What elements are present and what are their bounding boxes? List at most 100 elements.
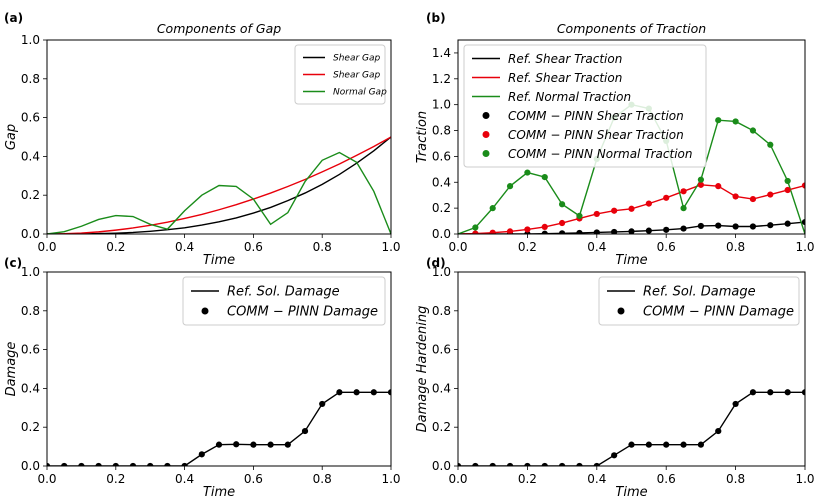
x-tick-label: 0.8 [726,472,745,486]
data-point [506,228,514,234]
data-point [663,441,670,448]
x-tick-label: 0.6 [657,472,676,486]
data-point [732,118,739,125]
legend-entry-label: Ref. Normal Traction [508,90,631,104]
series-line-3 [47,151,391,234]
data-point [784,177,791,185]
data-point [541,230,548,234]
y-tick-label: 0.6 [21,343,40,357]
x-axis-label: Time [615,253,647,268]
data-point [628,228,635,234]
data-point [129,462,137,466]
legend-entry-label: COMM − PINN Damage [227,305,378,320]
y-axis-label: Damage Hardening [415,306,430,433]
data-point [95,462,102,466]
axes-frame [46,271,392,467]
x-tick-label: 0.4 [587,472,606,486]
data-point [645,441,652,448]
data-point [233,441,240,448]
data-point [680,225,687,232]
y-tick-label: 0.8 [21,72,40,86]
data-point [645,227,652,234]
data-point [336,389,343,396]
data-point [198,451,205,458]
legend-entry-label: Normal Gap [333,88,387,98]
data-point [784,220,791,227]
y-tick-label: 0.0 [432,459,451,473]
legend: Ref. Shear Traction Ref. Shear Traction Re… [463,44,707,168]
data-point [801,219,805,226]
data-point [801,182,805,189]
y-axis-label: Traction [415,111,430,163]
x-tick-label: 0.2 [518,472,537,486]
data-point [472,224,479,231]
x-tick-label: 0.6 [657,240,676,254]
data-point [541,462,548,466]
legend-entry-label: COMM − PINN Damage [643,305,794,320]
panel-4: (d) 0.0 0.2 0.4 0.6 0.8 1.0 0.0 0.2 0.4 0.6 0.8 1.0 T… [415,256,815,500]
y-tick-label: 0.2 [21,188,40,202]
data-point [576,212,583,219]
x-tick-label: 0.4 [175,472,194,486]
data-point [749,195,757,203]
data-point [767,191,774,198]
legend-marker-swatch [482,150,490,157]
data-point [164,462,171,466]
y-axis-label: Gap [4,124,19,150]
data-point [628,441,635,448]
data-point [715,222,722,229]
data-point [593,462,600,466]
data-point [489,229,496,234]
data-point [472,462,479,466]
y-tick-label: 0.0 [432,227,451,241]
data-point [576,462,583,466]
x-tick-label: 0.8 [726,240,745,254]
y-tick-label: 0.4 [432,175,451,189]
legend-entry-label: Ref. Shear Traction [508,71,622,85]
data-point [593,210,600,218]
legend: Ref. Sol. Damage COMM − PINN Damage [598,276,800,326]
x-tick-label: 0.0 [448,472,467,486]
data-point [559,219,566,227]
y-tick-label: 0.4 [432,381,451,395]
data-point [767,141,774,148]
axes-frame [457,271,806,467]
y-tick-label: 1.2 [432,72,451,86]
chart-title: Components of Traction [557,21,706,36]
data-point [697,222,705,230]
data-point [749,223,757,230]
panel-label: (c) [4,256,22,270]
chart-title: Components of Gap [157,21,281,36]
plot-area [47,389,391,466]
data-point [559,462,566,466]
data-point [353,389,360,396]
data-point [181,462,188,466]
data-point [489,205,496,212]
x-tick-label: 0.4 [587,240,606,254]
y-tick-label: 0.8 [432,124,451,138]
legend-marker-swatch [617,307,625,315]
legend-marker-swatch [201,307,209,315]
data-point [559,201,566,208]
x-tick-label: 0.4 [175,240,194,254]
data-point [784,186,791,194]
series-line-1 [458,391,805,466]
data-point [784,389,791,396]
data-point [680,188,687,195]
x-tick-label: 0.0 [37,472,56,486]
panel-3: (c) 0.0 0.2 0.4 0.6 0.8 1.0 0.0 0.2 0.4 0.6 0.8 1.0 T… [4,256,401,500]
legend: Shear Gap Shear Gap Normal Gap [294,44,387,105]
data-point [387,389,391,396]
data-point [749,127,757,134]
x-tick-label: 0.8 [313,472,332,486]
legend-entry-label: COMM − PINN Normal Traction [508,147,692,161]
x-tick-label: 0.6 [244,472,263,486]
y-tick-label: 1.0 [21,33,40,47]
y-tick-label: 0.2 [432,201,451,215]
data-point [645,200,652,207]
panel-label: (a) [4,11,23,25]
panel-1: (a) Components of Gap 0.0 0.2 0.4 0.6 0.8 1.0 0.… [4,11,401,268]
y-tick-label: 0.2 [21,420,40,434]
data-point [47,462,51,466]
legend-box [463,44,707,168]
